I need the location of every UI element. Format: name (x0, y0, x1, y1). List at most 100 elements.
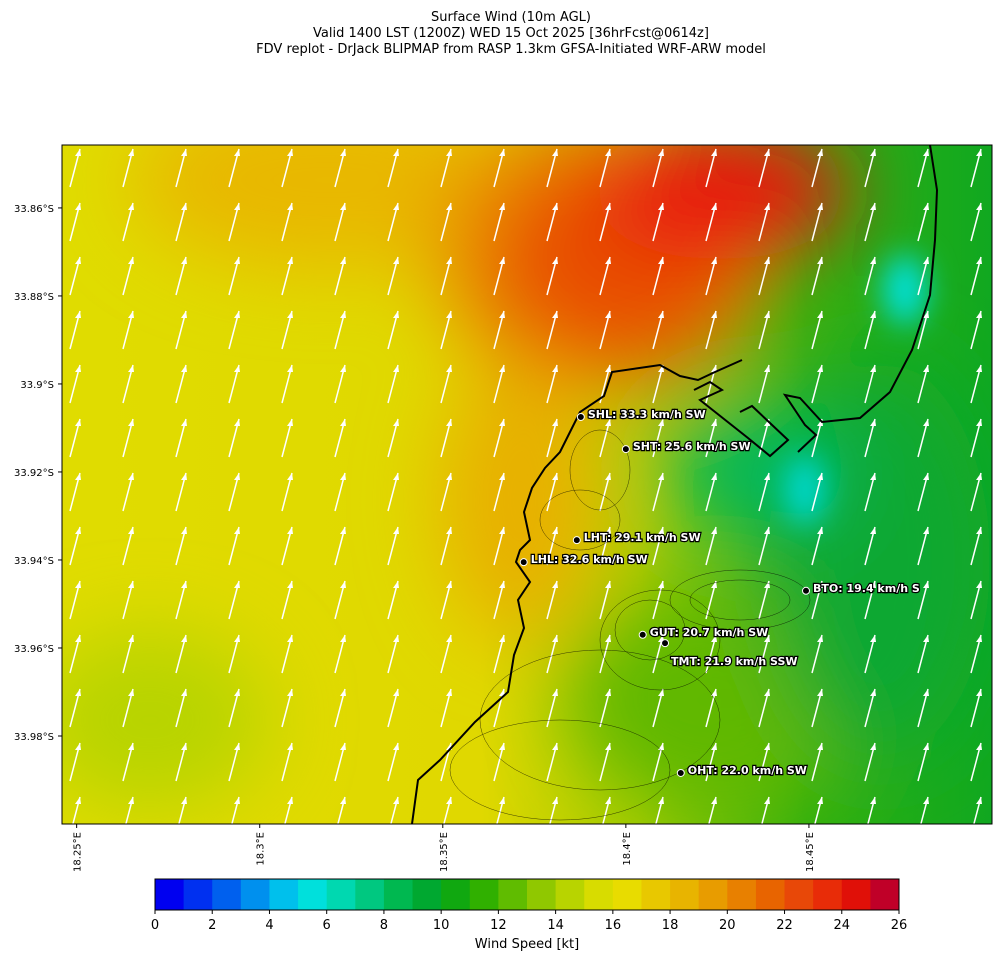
wind-arrow-head (128, 581, 134, 588)
wind-arrow-head (605, 203, 611, 210)
colorbar-swatch (870, 879, 900, 910)
wind-arrow-head (499, 257, 505, 264)
wind-arrow-head (499, 365, 505, 372)
wind-arrow-head (181, 419, 187, 426)
wind-arrow-head (181, 689, 187, 696)
wind-arrow-head (764, 257, 770, 264)
colorbar-swatch (755, 879, 786, 910)
colorbar-swatch (212, 879, 242, 910)
wind-arrow-head (711, 203, 717, 210)
lon-tick-label: 18.25°E (73, 832, 84, 872)
wind-arrow-head (605, 797, 611, 804)
wind-arrow-head (711, 689, 717, 696)
colorbar-swatch (183, 879, 213, 910)
wind-arrow-head (340, 797, 346, 804)
wind-arrow-head (128, 527, 134, 534)
wind-arrow-head (75, 581, 81, 588)
wind-arrow-head (711, 257, 717, 264)
colorbar-swatch (383, 879, 414, 910)
wind-arrow-head (764, 797, 770, 804)
wind-arrow-head (234, 581, 240, 588)
wind-arrow-head (287, 473, 293, 480)
wind-arrow-head (658, 311, 664, 318)
colorbar-tick-label: 14 (547, 918, 564, 933)
wind-arrow-head (764, 635, 770, 642)
wind-arrow-head (976, 419, 982, 426)
wind-arrow-head (499, 203, 505, 210)
map-field (62, 145, 992, 824)
wind-arrow-head (446, 419, 452, 426)
wind-arrow-head (499, 473, 505, 480)
wind-arrow-head (287, 527, 293, 534)
wind-arrow-head (870, 689, 876, 696)
wind-arrow-head (870, 365, 876, 372)
wind-arrow-head (181, 257, 187, 264)
wind-arrow-head (446, 527, 452, 534)
wind-arrow-head (552, 473, 558, 480)
wind-arrow-head (75, 311, 81, 318)
colorbar-tick-label: 0 (151, 918, 159, 933)
lat-tick-label: 33.92°S (14, 468, 54, 479)
wind-arrow-head (923, 635, 929, 642)
wind-arrow-head (658, 527, 664, 534)
wind-arrow-head (393, 635, 399, 642)
lon-tick-label: 18.3°E (256, 832, 267, 866)
lon-tick-label: 18.35°E (439, 832, 450, 872)
wind-arrow-head (658, 149, 664, 156)
wind-arrow-head (499, 311, 505, 318)
colorbar-swatch (641, 879, 671, 910)
wind-arrow-head (128, 635, 134, 642)
wind-arrow-head (711, 365, 717, 372)
wind-arrow-head (446, 149, 452, 156)
wind-arrow-head (605, 419, 611, 426)
wind-arrow-head (75, 527, 81, 534)
lat-tick-label: 33.98°S (14, 732, 54, 743)
wind-arrow-head (658, 203, 664, 210)
wind-arrow-head (446, 635, 452, 642)
wind-arrow-head (128, 257, 134, 264)
wind-arrow-head (181, 581, 187, 588)
wind-arrow-head (234, 797, 240, 804)
lat-tick-label: 33.94°S (14, 556, 54, 567)
wind-arrow-head (128, 743, 134, 750)
wind-arrow-head (976, 581, 982, 588)
colorbar-tick-label: 4 (265, 918, 273, 933)
lat-tick-label: 33.9°S (20, 380, 54, 391)
wind-arrow-head (923, 365, 929, 372)
wind-arrow-head (234, 473, 240, 480)
wind-arrow-head (75, 689, 81, 696)
wind-arrow-head (234, 419, 240, 426)
station-label: SHT: 25.6 km/h SW (633, 440, 751, 453)
wind-arrow-head (340, 419, 346, 426)
wind-arrow-head (552, 311, 558, 318)
wind-arrow-head (128, 365, 134, 372)
wind-arrow-head (287, 311, 293, 318)
wind-arrow-head (605, 635, 611, 642)
wind-arrow-head (923, 743, 929, 750)
wind-arrow-head (287, 581, 293, 588)
wind-arrow-head (287, 203, 293, 210)
wind-arrow-head (181, 527, 187, 534)
station-dot (621, 445, 630, 454)
wind-arrow-head (393, 149, 399, 156)
colorbar-swatch (784, 879, 814, 910)
wind-arrow-head (552, 689, 558, 696)
wind-arrow-head (552, 365, 558, 372)
wind-arrow-head (287, 635, 293, 642)
wind-arrow-head (658, 581, 664, 588)
wind-arrow-head (870, 797, 876, 804)
wind-arrow-head (446, 203, 452, 210)
wind-arrow-head (128, 149, 134, 156)
station-dot (661, 639, 670, 648)
wind-arrow-head (128, 419, 134, 426)
colorbar-swatch (326, 879, 356, 910)
station-label: OHT: 22.0 km/h SW (688, 764, 807, 777)
wind-arrow-head (499, 149, 505, 156)
wind-arrow-head (234, 311, 240, 318)
wind-arrow-head (75, 365, 81, 372)
wind-arrow-head (552, 203, 558, 210)
wind-arrow-head (923, 527, 929, 534)
wind-arrow-head (605, 473, 611, 480)
wind-arrow-head (446, 797, 452, 804)
colorbar-swatch (670, 879, 700, 910)
